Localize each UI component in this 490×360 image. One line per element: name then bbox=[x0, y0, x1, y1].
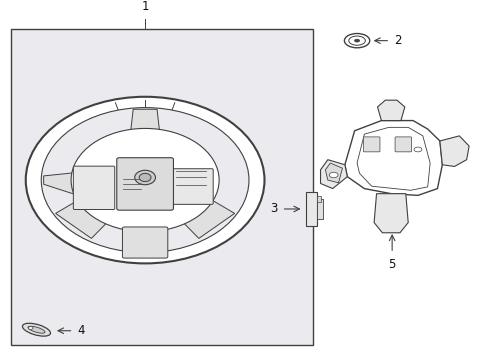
FancyBboxPatch shape bbox=[122, 227, 168, 258]
Text: 1: 1 bbox=[142, 0, 149, 13]
Ellipse shape bbox=[26, 97, 265, 264]
Ellipse shape bbox=[355, 39, 360, 42]
Ellipse shape bbox=[71, 129, 219, 232]
Bar bbox=[11, 29, 313, 345]
FancyBboxPatch shape bbox=[172, 169, 213, 204]
Polygon shape bbox=[345, 121, 442, 195]
Polygon shape bbox=[320, 160, 347, 189]
Polygon shape bbox=[377, 100, 405, 121]
Bar bbox=[317, 199, 323, 219]
Ellipse shape bbox=[329, 172, 338, 178]
FancyBboxPatch shape bbox=[117, 158, 173, 210]
Polygon shape bbox=[182, 195, 235, 238]
Ellipse shape bbox=[135, 170, 155, 185]
Ellipse shape bbox=[139, 174, 151, 182]
Text: 5: 5 bbox=[389, 258, 396, 271]
Polygon shape bbox=[374, 194, 408, 233]
Ellipse shape bbox=[23, 323, 50, 336]
Polygon shape bbox=[325, 163, 343, 183]
Polygon shape bbox=[55, 195, 108, 238]
Polygon shape bbox=[44, 172, 78, 195]
Polygon shape bbox=[440, 136, 469, 166]
FancyBboxPatch shape bbox=[364, 137, 380, 152]
Text: 3: 3 bbox=[270, 202, 278, 216]
Ellipse shape bbox=[41, 108, 249, 253]
Text: 2: 2 bbox=[394, 34, 402, 47]
Bar bbox=[317, 196, 320, 202]
FancyBboxPatch shape bbox=[395, 137, 412, 152]
Ellipse shape bbox=[28, 326, 45, 333]
Polygon shape bbox=[130, 109, 160, 135]
Text: 4: 4 bbox=[77, 324, 85, 337]
Bar bbox=[306, 192, 317, 226]
Ellipse shape bbox=[349, 36, 366, 45]
Ellipse shape bbox=[28, 327, 33, 329]
Ellipse shape bbox=[414, 147, 422, 152]
Ellipse shape bbox=[344, 33, 370, 48]
FancyBboxPatch shape bbox=[74, 166, 115, 210]
